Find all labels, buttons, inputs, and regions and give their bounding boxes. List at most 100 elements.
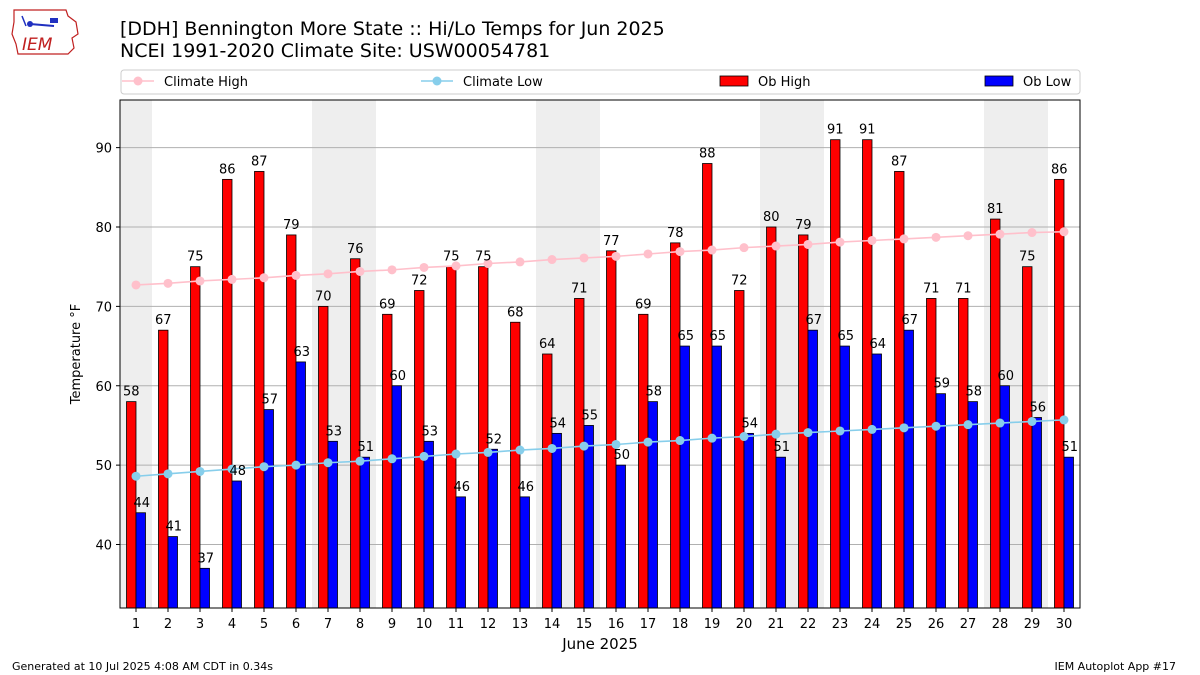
y-tick-label: 50 [95,459,112,474]
legend-label-ob-low: Ob Low [1023,75,1072,90]
point-climate-low-day-21 [771,429,781,439]
point-climate-high-day-23 [835,237,845,247]
data-label-ob-low: 37 [197,551,214,566]
point-climate-high-day-19 [707,245,717,255]
point-climate-low-day-27 [963,420,973,430]
data-label-ob-low: 55 [581,408,598,423]
point-climate-low-day-30 [1059,415,1069,425]
point-climate-high-day-15 [579,253,589,263]
data-label-ob-low: 67 [901,313,918,328]
data-label-ob-high: 67 [155,313,172,328]
bar-ob-low-day-15 [583,425,594,609]
point-climate-low-day-28 [995,418,1005,428]
data-label-ob-high: 70 [315,289,332,304]
point-climate-high-day-27 [963,231,973,241]
bar-ob-high-day-6 [286,234,297,609]
bar-ob-high-day-20 [734,290,745,609]
point-climate-high-day-5 [259,273,269,283]
data-label-ob-high: 58 [123,385,140,400]
point-climate-high-day-9 [387,265,397,275]
x-tick-label: 16 [608,617,625,632]
data-label-ob-low: 65 [837,329,854,344]
point-climate-high-day-17 [643,249,653,259]
data-label-ob-high: 80 [763,210,780,225]
point-climate-low-day-8 [355,456,365,466]
x-tick-label: 13 [512,617,529,632]
x-tick-label: 19 [704,617,721,632]
bar-ob-low-day-25 [903,329,914,609]
x-axis-label: June 2025 [561,635,638,653]
bar-ob-high-day-26 [926,298,937,609]
line-climate-low [135,419,1065,478]
bar-ob-high-day-22 [798,234,809,609]
point-climate-high-day-10 [419,262,429,272]
point-climate-low-day-11 [451,449,461,459]
data-label-ob-low: 67 [805,313,822,328]
point-climate-low-day-5 [259,462,269,472]
bar-ob-low-day-6 [295,361,306,609]
point-climate-high-day-25 [899,234,909,244]
bar-ob-high-day-10 [414,290,425,609]
data-label-ob-low: 65 [677,329,694,344]
point-climate-low-day-16 [611,439,621,449]
legend-marker-climate-low [432,76,442,86]
bar-ob-low-day-16 [615,464,626,609]
data-label-ob-low: 53 [421,424,438,439]
point-climate-low-day-4 [227,464,237,474]
data-label-ob-low: 44 [133,496,150,511]
x-tick-label: 20 [736,617,753,632]
x-tick-label: 4 [228,617,236,632]
x-tick-label: 18 [672,617,689,632]
point-climate-low-day-20 [739,432,749,442]
point-climate-high-day-26 [931,232,941,242]
bar-ob-low-day-11 [455,496,466,609]
data-label-ob-low: 64 [869,337,886,352]
point-climate-low-day-18 [675,436,685,446]
data-label-ob-high: 91 [859,123,876,138]
bar-ob-low-day-20 [743,432,754,609]
data-label-ob-high: 78 [667,226,684,241]
data-label-ob-low: 46 [453,480,470,495]
bar-ob-high-day-2 [158,329,169,609]
bar-ob-high-day-28 [990,218,1001,609]
bar-ob-low-day-29 [1031,417,1042,609]
point-climate-high-day-3 [195,276,205,286]
iem-logo: IEM [11,9,79,55]
x-tick-label: 1 [132,617,140,632]
bar-ob-low-day-24 [871,353,882,609]
point-climate-high-day-12 [483,259,493,269]
point-climate-low-day-14 [547,443,557,453]
bar-ob-low-day-21 [775,456,786,609]
point-climate-low-day-17 [643,437,653,447]
data-label-ob-high: 91 [827,123,844,138]
data-label-ob-low: 50 [613,448,630,463]
point-climate-low-day-2 [163,469,173,479]
bar-ob-high-day-5 [254,171,265,609]
data-label-ob-low: 54 [741,416,758,431]
bar-ob-high-day-14 [542,353,553,609]
point-climate-high-day-20 [739,243,749,253]
point-climate-high-day-30 [1059,227,1069,237]
bar-ob-high-day-24 [862,139,873,609]
x-tick-label: 25 [896,617,913,632]
plot-frame [119,99,1081,609]
bar-ob-high-day-23 [830,139,841,609]
y-tick-label: 80 [95,221,112,236]
bar-ob-low-day-1 [135,512,146,609]
data-label-ob-low: 58 [645,385,662,400]
bar-ob-low-day-3 [199,567,210,609]
data-label-ob-high: 75 [475,250,492,265]
bar-ob-low-day-5 [263,409,274,609]
footer-generated: Generated at 10 Jul 2025 4:08 AM CDT in … [12,660,273,673]
data-label-ob-low: 51 [357,440,374,455]
y-tick-label: 70 [95,300,112,315]
bar-ob-high-day-7 [318,305,329,609]
x-tick-label: 6 [292,617,300,632]
point-climate-high-day-11 [451,261,461,271]
data-label-ob-high: 86 [219,162,236,177]
point-climate-high-day-1 [131,280,141,290]
data-label-ob-high: 71 [571,281,588,296]
bar-ob-high-day-27 [958,298,969,609]
point-climate-low-day-19 [707,433,717,443]
bar-ob-low-day-30 [1063,456,1074,609]
